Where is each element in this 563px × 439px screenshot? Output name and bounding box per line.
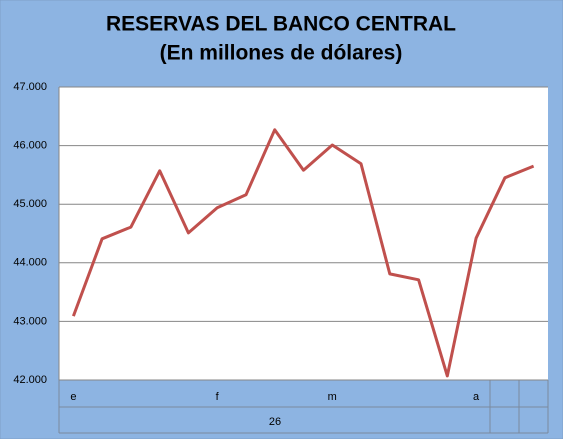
y-tick-label: 45.000 xyxy=(13,198,47,210)
x-tick-label: a xyxy=(473,391,480,403)
data-line xyxy=(71,128,535,378)
x-tick-label: e xyxy=(70,391,76,403)
x-tick-label: m xyxy=(328,391,337,403)
x-tick-label: f xyxy=(216,391,220,403)
y-tick-label: 43.000 xyxy=(13,315,47,327)
category-axis-frame xyxy=(58,380,549,434)
chart-title: RESERVAS DEL BANCO CENTRAL xyxy=(106,13,456,36)
chart-subtitle: (En millones de dólares) xyxy=(160,42,403,65)
y-tick-label: 44.000 xyxy=(13,257,47,269)
x-group-label: 26 xyxy=(269,416,281,428)
y-tick-label: 46.000 xyxy=(13,140,47,152)
y-tick-label: 42.000 xyxy=(13,374,47,386)
plot-area xyxy=(59,87,548,380)
y-tick-label: 47.000 xyxy=(13,81,47,93)
